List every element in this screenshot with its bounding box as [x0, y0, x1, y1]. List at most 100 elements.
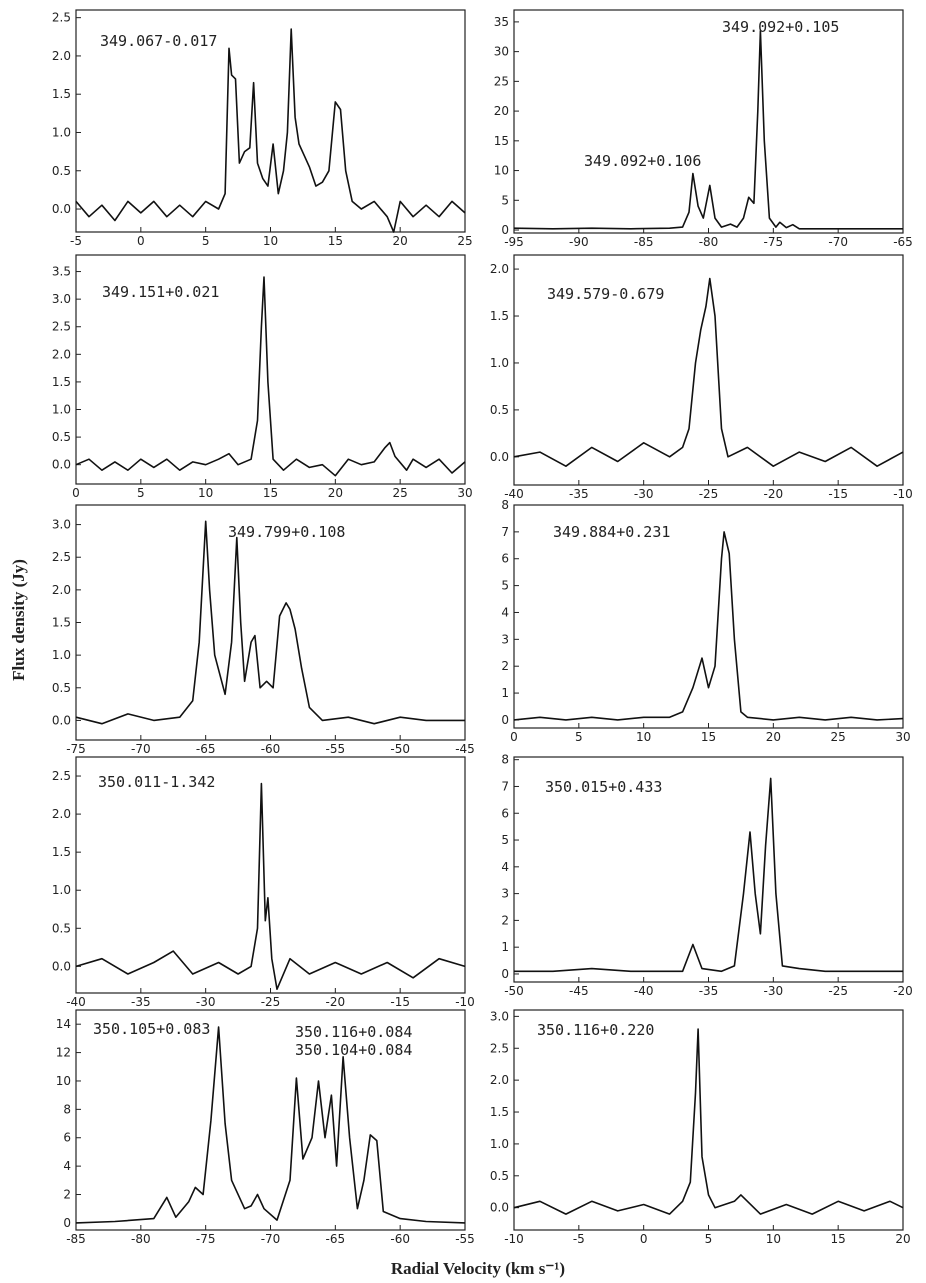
x-tick-label: -70 — [261, 1232, 281, 1246]
x-tick-label: -50 — [390, 742, 410, 756]
source-label: 350.116+0.220 — [537, 1021, 654, 1039]
y-tick-label: 5 — [501, 193, 509, 207]
y-tick-label: 0.5 — [52, 430, 71, 444]
x-tick-label: -80 — [699, 235, 719, 249]
y-tick-label: 2 — [501, 913, 509, 927]
x-tick-label: 20 — [766, 730, 781, 744]
y-tick-label: 3.0 — [52, 518, 71, 532]
x-tick-label: 0 — [72, 486, 80, 500]
x-axis-label: Radial Velocity (km s⁻¹) — [391, 1259, 565, 1278]
x-tick-label: 15 — [263, 486, 278, 500]
y-axis-label: Flux density (Jy) — [9, 559, 28, 681]
y-tick-label: 1.0 — [52, 883, 71, 897]
spectrum-line — [513, 531, 904, 721]
y-tick-label: 0.0 — [52, 959, 71, 973]
y-tick-label: 1.0 — [52, 648, 71, 662]
y-tick-label: 1 — [501, 686, 509, 700]
y-tick-label: 2.0 — [52, 347, 71, 361]
x-tick-label: 20 — [328, 486, 343, 500]
x-tick-label: -5 — [70, 234, 82, 248]
x-tick-label: -35 — [569, 487, 589, 501]
y-tick-label: 0.5 — [52, 164, 71, 178]
y-tick-label: 0.0 — [490, 1201, 509, 1215]
source-label: 350.116+0.084 — [295, 1023, 412, 1041]
x-tick-label: -15 — [828, 487, 848, 501]
y-tick-label: 8 — [501, 753, 509, 767]
y-tick-label: 0 — [501, 223, 509, 237]
x-tick-label: 30 — [895, 730, 910, 744]
y-tick-label: 0.0 — [52, 202, 71, 216]
spectrum-line — [75, 28, 466, 233]
y-tick-label: 6 — [501, 552, 509, 566]
x-tick-label: -70 — [131, 742, 151, 756]
spectrum-line — [75, 520, 465, 725]
source-label: 349.579-0.679 — [547, 285, 664, 303]
x-tick-label: -70 — [828, 235, 848, 249]
x-tick-label: -85 — [66, 1232, 86, 1246]
x-tick-label: 15 — [831, 1232, 846, 1246]
x-tick-label: -55 — [455, 1232, 475, 1246]
source-label: 349.092+0.106 — [584, 152, 701, 170]
y-tick-label: 0.5 — [52, 681, 71, 695]
x-tick-label: -30 — [634, 487, 654, 501]
y-tick-label: 15 — [494, 134, 509, 148]
y-tick-label: 3 — [501, 632, 509, 646]
y-tick-label: 35 — [494, 15, 509, 29]
x-tick-label: -45 — [569, 984, 589, 998]
x-tick-label: -80 — [131, 1232, 151, 1246]
x-tick-label: -20 — [893, 984, 913, 998]
x-tick-label: 15 — [701, 730, 716, 744]
y-tick-label: 2 — [501, 659, 509, 673]
x-tick-label: 15 — [328, 234, 343, 248]
x-tick-label: 10 — [263, 234, 278, 248]
x-tick-label: 25 — [831, 730, 846, 744]
x-tick-label: -20 — [326, 995, 346, 1009]
y-tick-label: 2.5 — [52, 320, 71, 334]
y-tick-label: 0.0 — [52, 713, 71, 727]
spectrum-line — [513, 1028, 904, 1215]
spectrum-line — [513, 277, 904, 467]
y-tick-label: 25 — [494, 74, 509, 88]
x-tick-label: -85 — [634, 235, 654, 249]
x-tick-label: -90 — [569, 235, 589, 249]
x-tick-label: -75 — [196, 1232, 216, 1246]
y-tick-label: 12 — [56, 1046, 71, 1060]
x-tick-label: -55 — [326, 742, 346, 756]
x-tick-label: -35 — [699, 984, 719, 998]
y-tick-label: 0.5 — [490, 1169, 509, 1183]
y-tick-label: 8 — [63, 1102, 71, 1116]
y-tick-label: 2 — [63, 1188, 71, 1202]
x-tick-label: 20 — [895, 1232, 910, 1246]
x-tick-label: 0 — [510, 730, 518, 744]
y-tick-label: 4 — [63, 1159, 71, 1173]
x-tick-label: -65 — [196, 742, 216, 756]
y-tick-label: 0 — [501, 967, 509, 981]
y-tick-label: 2.0 — [52, 49, 71, 63]
x-tick-label: -25 — [261, 995, 281, 1009]
x-tick-label: -30 — [196, 995, 216, 1009]
plot-frame — [75, 756, 466, 994]
y-tick-label: 1.0 — [490, 1137, 509, 1151]
x-tick-label: -10 — [455, 995, 475, 1009]
source-label: 349.067-0.017 — [100, 32, 217, 50]
y-tick-label: 0.5 — [490, 403, 509, 417]
y-tick-label: 6 — [63, 1131, 71, 1145]
source-label: 350.105+0.083 — [93, 1020, 210, 1038]
x-tick-label: 10 — [766, 1232, 781, 1246]
x-tick-label: -95 — [504, 235, 524, 249]
x-tick-label: -45 — [455, 742, 475, 756]
x-tick-label: 25 — [457, 234, 472, 248]
y-tick-label: 1.5 — [52, 87, 71, 101]
x-tick-label: -35 — [131, 995, 151, 1009]
y-tick-label: 30 — [494, 45, 509, 59]
source-label: 349.884+0.231 — [553, 523, 670, 541]
x-tick-label: 0 — [640, 1232, 648, 1246]
x-tick-label: -40 — [66, 995, 86, 1009]
y-tick-label: 1.5 — [52, 375, 71, 389]
y-tick-label: 0 — [501, 713, 509, 727]
x-tick-label: 5 — [705, 1232, 713, 1246]
spectrum-line — [513, 30, 903, 230]
y-tick-label: 3.0 — [490, 1009, 509, 1023]
y-tick-label: 1.5 — [52, 845, 71, 859]
plot-frame — [513, 1009, 904, 1231]
